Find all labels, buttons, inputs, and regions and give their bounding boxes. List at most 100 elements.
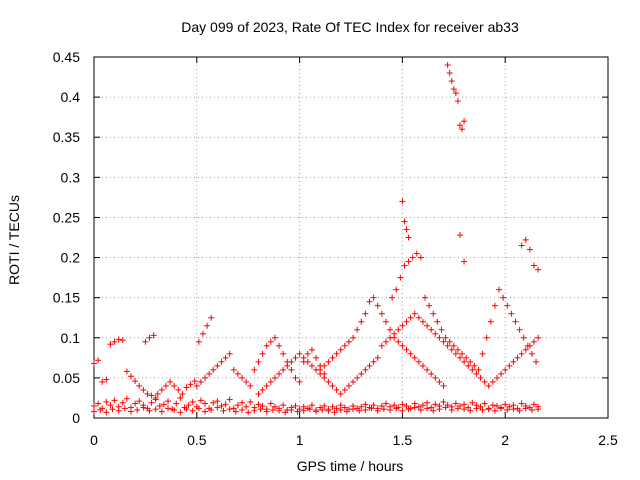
data-point [374,354,381,361]
data-point [362,406,369,413]
data-point [144,390,151,397]
data-point [202,374,209,381]
data-point [109,406,116,413]
y-tick-label: 0.45 [53,49,80,65]
data-point [382,338,389,345]
x-tick-label: 0.5 [187,432,207,448]
data-point [411,404,418,411]
data-point [518,400,525,407]
data-point [378,342,385,349]
data-point [333,405,340,412]
data-point [210,366,217,373]
data-point [255,401,262,408]
data-point [356,407,363,414]
data-point [220,407,227,414]
data-point [382,318,389,325]
data-point [280,402,287,409]
data-point [366,362,373,369]
data-point [271,334,278,341]
data-point [393,405,400,412]
data-point [123,395,130,402]
data-point [154,390,161,397]
data-point [428,326,435,333]
data-point [263,342,270,349]
data-point [232,408,239,415]
data-point [370,358,377,365]
data-point [479,406,486,413]
data-point [288,358,295,365]
data-point [448,78,455,85]
data-point [508,310,515,317]
data-point [123,368,130,375]
data-point [403,318,410,325]
data-point [257,406,264,413]
data-point [308,402,315,409]
data-point [481,378,488,385]
data-point [485,406,492,413]
data-point [132,378,139,385]
data-point [387,334,394,341]
data-point [417,254,424,261]
data-point [263,382,270,389]
data-point [321,362,328,369]
data-point [448,406,455,413]
data-point [506,403,513,410]
y-tick-label: 0.2 [61,250,81,266]
data-point [493,402,500,409]
data-point [146,334,153,341]
data-point [446,70,453,77]
data-point [442,334,449,341]
data-point [498,405,505,412]
data-point [337,346,344,353]
data-point [415,358,422,365]
data-point [150,332,157,339]
x-tick-label: 2 [501,432,509,448]
data-point [409,254,416,261]
data-point [477,374,484,381]
data-point [432,401,439,408]
data-point [516,326,523,333]
data-point [389,294,396,301]
data-point [341,342,348,349]
y-tick-label: 0 [72,410,80,426]
data-point [284,362,291,369]
data-point [280,366,287,373]
data-point [158,386,165,393]
data-point [331,409,338,416]
data-point [103,376,110,383]
data-point [321,374,328,381]
y-tick-label: 0.35 [53,129,80,145]
data-point [230,405,237,412]
data-point [415,403,422,410]
data-point [337,390,344,397]
data-point [245,409,252,416]
data-point [403,402,410,409]
data-point [358,318,365,325]
data-point [276,370,283,377]
data-point [167,378,174,385]
data-point [516,407,523,414]
data-point [399,322,406,329]
data-point [424,322,431,329]
data-point [407,350,414,357]
data-point [391,330,398,337]
data-point [502,366,509,373]
data-point [436,406,443,413]
x-tick-label: 1.5 [393,432,413,448]
x-axis-label: GPS time / hours [297,458,404,474]
data-point [535,406,542,413]
data-point [115,407,122,414]
data-point [401,218,408,225]
data-point [189,407,196,414]
data-point [450,342,457,349]
data-point [121,405,128,412]
data-point [387,326,394,333]
data-point [111,338,118,345]
x-tick-label: 1 [296,432,304,448]
data-point [510,358,517,365]
data-point [399,342,406,349]
data-point [197,378,204,385]
data-point [407,314,414,321]
data-point [426,302,433,309]
data-point [461,406,468,413]
